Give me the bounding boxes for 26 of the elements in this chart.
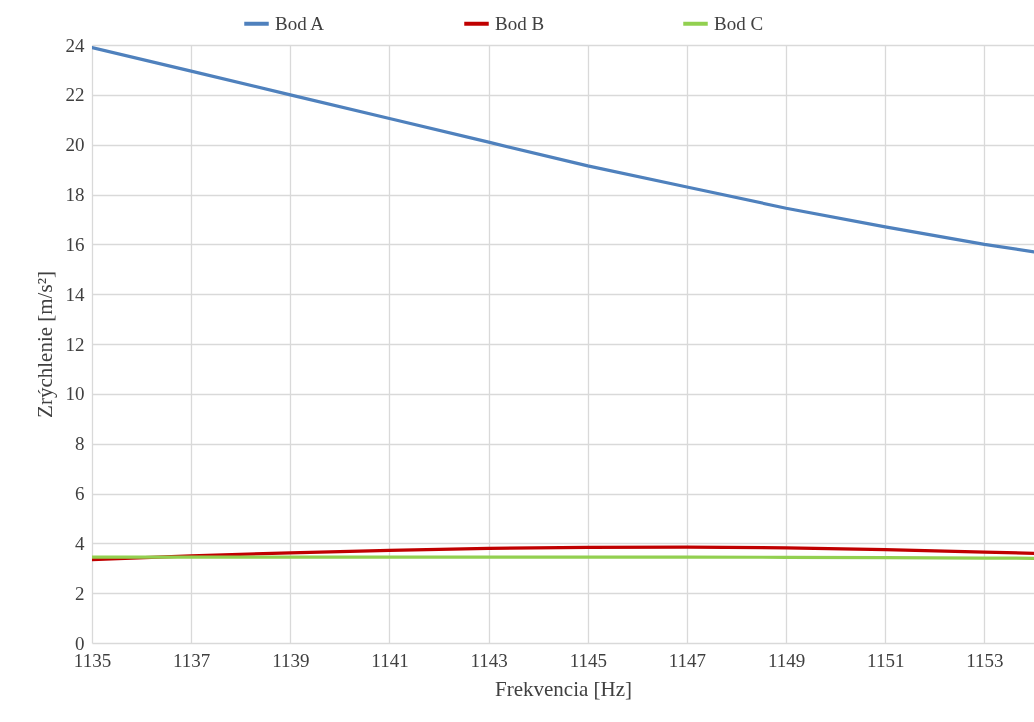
y-tick-label: 16 [65,233,85,255]
y-tick-label: 14 [65,283,85,305]
x-tick-label: 1153 [966,649,1004,671]
y-tick-label: 22 [65,84,85,106]
legend-label: Bod C [714,12,764,34]
x-tick-label: 1143 [470,649,508,671]
y-tick-label: 20 [65,134,85,156]
y-tick-label: 6 [75,483,85,504]
x-tick-label: 1147 [668,649,707,671]
y-tick-label: 18 [65,184,85,205]
x-tick-label: 1149 [767,649,806,671]
x-tick-label: 1141 [371,649,409,671]
x-tick-label: 1139 [272,649,310,671]
x-axis-title: Frekvencia [Hz] [494,676,633,701]
legend-label: Bod B [495,12,545,34]
x-tick-label: 1151 [867,649,905,671]
y-tick-label: 2 [75,582,85,604]
y-tick-label: 10 [65,383,85,405]
legend-label: Bod A [275,12,325,34]
y-tick-label: 4 [75,532,85,554]
y-axis-title: Zrýchlenie [m/s²] [32,271,57,418]
x-tick-label: 1145 [569,649,607,671]
y-tick-label: 12 [65,333,85,355]
y-tick-label: 8 [75,433,85,455]
y-tick-label: 24 [65,34,85,56]
x-tick-label: 1137 [173,649,211,671]
